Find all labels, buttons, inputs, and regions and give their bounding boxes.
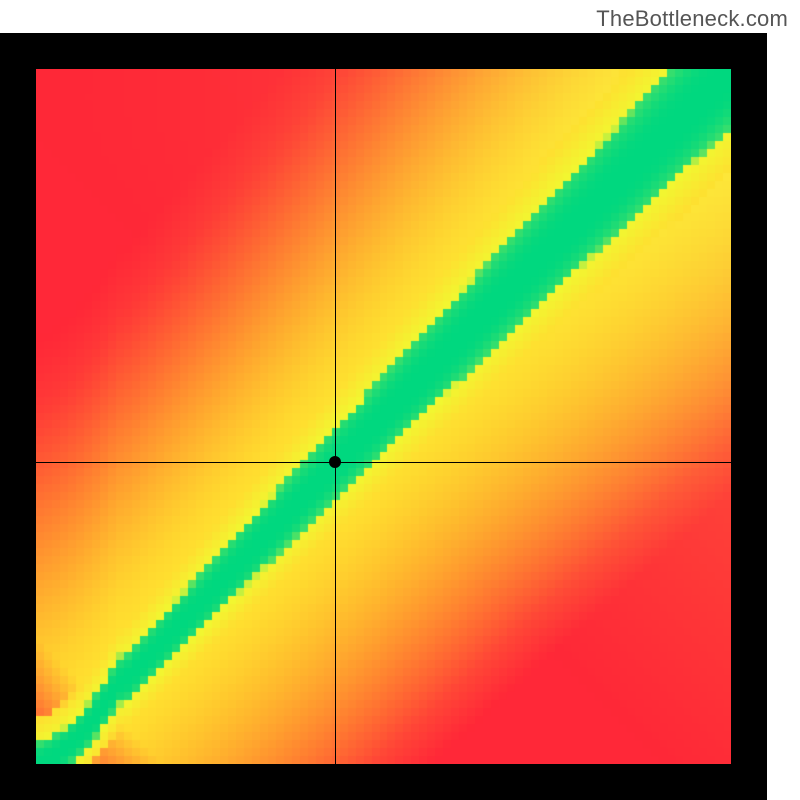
marker-dot — [329, 456, 341, 468]
crosshair-vertical — [335, 69, 336, 764]
bottleneck-heatmap — [0, 33, 767, 800]
heatmap-canvas — [36, 69, 731, 764]
crosshair-horizontal — [36, 462, 731, 463]
attribution-text: TheBottleneck.com — [596, 6, 788, 32]
